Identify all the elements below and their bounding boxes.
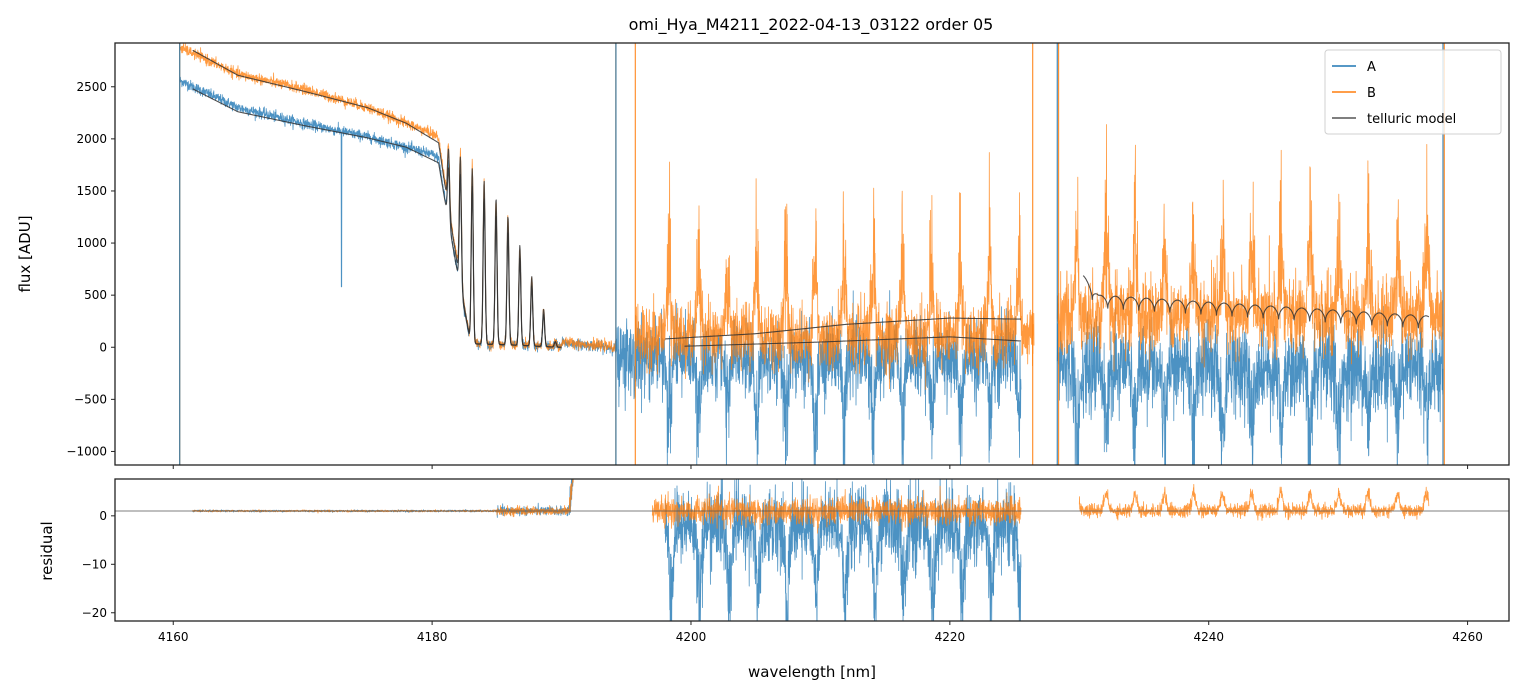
top-y-axis-label: flux [ADU] xyxy=(16,215,34,292)
y-tick-label: −500 xyxy=(74,392,107,406)
chart-title: omi_Hya_M4211_2022-04-13_03122 order 05 xyxy=(629,15,994,35)
residual-a-segment-1 xyxy=(664,479,1022,621)
legend-label-a: A xyxy=(1367,60,1376,75)
telluric-model-segment-4 xyxy=(1082,275,1430,329)
y-tick-label: 0 xyxy=(99,340,107,354)
top-panel-data xyxy=(179,43,1445,465)
legend-label-telluric: telluric model xyxy=(1367,112,1456,127)
residual-b-segment-2 xyxy=(1078,484,1430,521)
x-tick-label: 4160 xyxy=(158,630,189,644)
series-b-segment-1 xyxy=(634,152,1035,390)
y-tick-label: 500 xyxy=(84,288,107,302)
bottom-panel-data xyxy=(192,479,1430,621)
x-axis-label: wavelength [nm] xyxy=(748,663,876,681)
bottom-x-axis: 4160 4180 4200 4220 4240 4260 xyxy=(158,621,1483,644)
top-panel-frame xyxy=(114,42,1510,466)
bottom-y-axis: −20 −10 0 xyxy=(82,509,115,620)
x-tick-label: 4200 xyxy=(676,630,707,644)
telluric-model-segment-1 xyxy=(192,88,562,348)
top-x-axis xyxy=(172,465,1469,469)
y-tick-label: 2000 xyxy=(76,132,107,146)
x-tick-label: 4180 xyxy=(417,630,448,644)
x-tick-label: 4260 xyxy=(1452,630,1483,644)
legend-box xyxy=(1324,49,1502,135)
residual-b-segment-1 xyxy=(651,485,1022,534)
telluric-model-segment-2 xyxy=(664,317,1022,340)
telluric-model-segment-3 xyxy=(684,336,1022,347)
legend: A B telluric model xyxy=(1324,49,1502,135)
series-b-segment-0 xyxy=(179,43,617,355)
x-tick-label: 4240 xyxy=(1193,630,1224,644)
legend-label-b: B xyxy=(1367,86,1376,101)
bottom-panel-frame xyxy=(114,478,1510,622)
bottom-y-axis-label: residual xyxy=(38,521,56,580)
y-tick-label: −10 xyxy=(82,557,107,571)
y-tick-label: −1000 xyxy=(66,444,107,458)
y-tick-label: 2500 xyxy=(76,80,107,94)
top-y-axis: −1000 −500 0 500 1000 1500 2000 2500 xyxy=(66,80,115,458)
series-b-segment-2 xyxy=(1056,124,1444,372)
y-tick-label: 0 xyxy=(99,509,107,523)
y-tick-label: 1500 xyxy=(76,184,107,198)
x-tick-label: 4220 xyxy=(935,630,966,644)
series-a-segment-0 xyxy=(179,76,617,357)
residual-b-segment-0 xyxy=(192,479,576,518)
y-tick-label: −20 xyxy=(82,606,107,620)
y-tick-label: 1000 xyxy=(76,236,107,250)
